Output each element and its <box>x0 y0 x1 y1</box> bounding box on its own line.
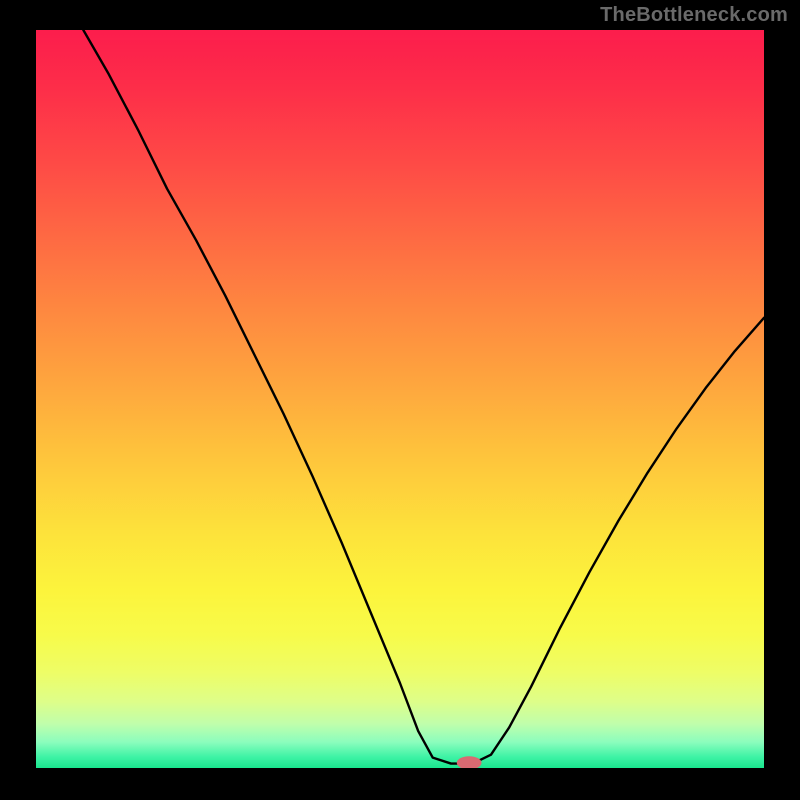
plot-area <box>36 30 764 768</box>
chart-svg <box>36 30 764 768</box>
chart-frame: TheBottleneck.com <box>0 0 800 800</box>
chart-background <box>36 30 764 768</box>
attribution-label: TheBottleneck.com <box>600 4 788 27</box>
